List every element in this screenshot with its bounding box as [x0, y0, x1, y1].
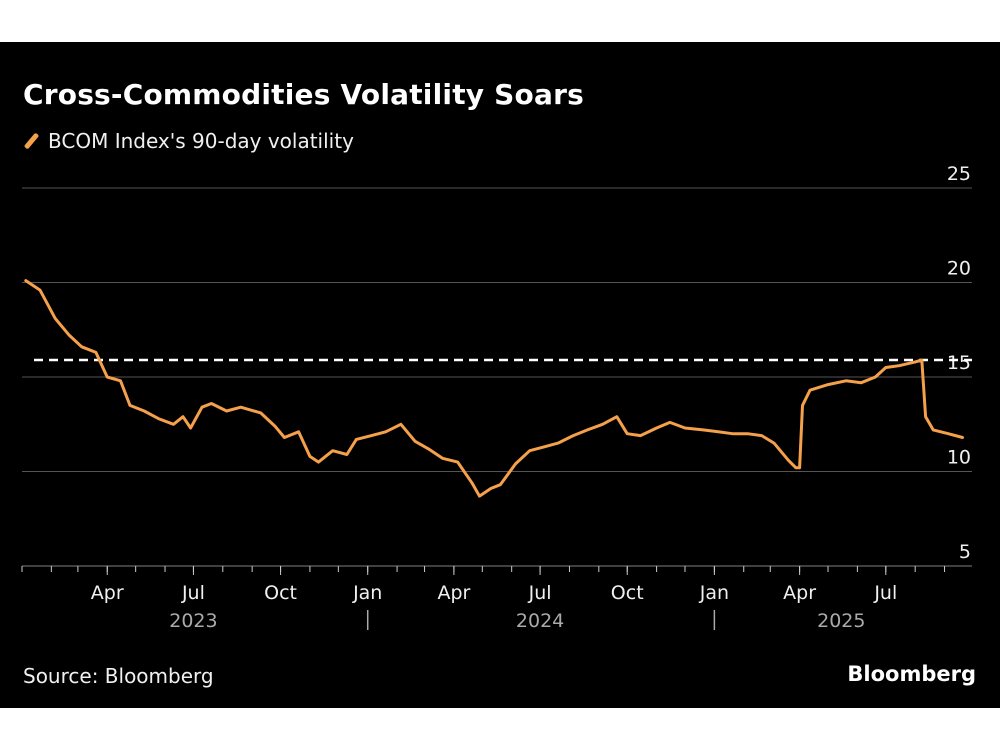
y-tick-label: 10 — [947, 447, 971, 469]
y-tick-label: 20 — [947, 258, 971, 280]
chart-legend: BCOM Index's 90-day volatility — [23, 129, 354, 153]
x-tick-label: Jul — [528, 582, 552, 604]
x-tick-label: Apr — [91, 582, 124, 604]
x-tick-label: Jul — [873, 582, 897, 604]
y-tick-label: 25 — [947, 163, 971, 185]
x-year-label: 2023 — [169, 610, 217, 632]
legend-label: BCOM Index's 90-day volatility — [48, 129, 354, 153]
x-year-label: 2024 — [516, 610, 564, 632]
chart-panel: Cross-Commodities Volatility Soars BCOM … — [0, 42, 1000, 708]
source-note: Source: Bloomberg — [23, 664, 214, 688]
x-tick-label: Jul — [181, 582, 205, 604]
y-tick-label: 5 — [959, 541, 971, 563]
x-tick-label: Oct — [264, 582, 297, 604]
x-tick-label: Jan — [699, 582, 729, 604]
x-tick-label: Oct — [611, 582, 644, 604]
chart-title: Cross-Commodities Volatility Soars — [23, 78, 584, 111]
x-year-label: 2025 — [817, 610, 865, 632]
series-line — [24, 279, 964, 498]
x-tick-label: Jan — [352, 582, 382, 604]
x-tick-label: Apr — [437, 582, 470, 604]
y-tick-label: 15 — [947, 352, 971, 374]
x-tick-label: Apr — [783, 582, 816, 604]
bloomberg-logo: Bloomberg — [847, 662, 976, 686]
